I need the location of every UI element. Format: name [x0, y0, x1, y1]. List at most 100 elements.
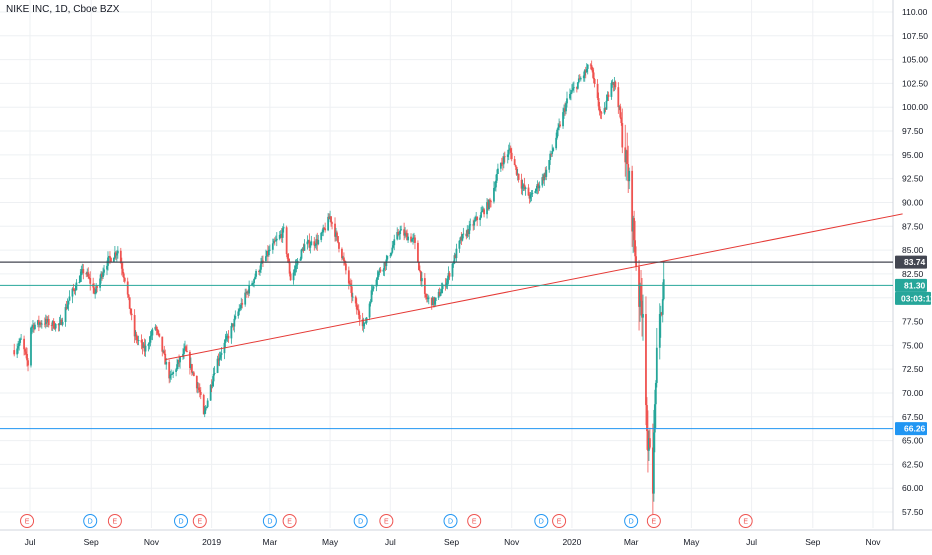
candle-body	[495, 180, 497, 188]
candle-body	[168, 362, 171, 379]
dividend-marker[interactable]	[83, 514, 98, 528]
x-tick-label: Mar	[263, 537, 278, 547]
candle-body	[612, 82, 615, 85]
candle-body	[475, 216, 478, 220]
candle-body	[392, 245, 395, 248]
candle-body	[303, 244, 306, 251]
candle-body	[592, 72, 595, 80]
candle-body	[61, 321, 64, 325]
candle-body	[110, 258, 112, 262]
candle-body	[171, 374, 174, 375]
candle-body	[260, 263, 262, 270]
candle-body	[253, 279, 255, 283]
candle-body	[369, 301, 372, 304]
earnings-marker[interactable]	[107, 514, 122, 528]
candle-body	[347, 270, 350, 284]
candle-body	[597, 98, 600, 107]
candle-body	[251, 283, 254, 285]
earnings-marker[interactable]	[646, 514, 661, 528]
candle-body	[404, 232, 407, 236]
candle-body	[191, 372, 194, 374]
earnings-marker[interactable]	[379, 514, 394, 528]
candle-body	[396, 232, 399, 240]
candle-body	[293, 269, 296, 273]
candle-body	[433, 300, 436, 305]
earnings-marker[interactable]	[20, 514, 35, 528]
candle-body	[516, 173, 519, 175]
candle-body	[115, 253, 118, 256]
candle-body	[306, 241, 309, 245]
dividend-marker[interactable]	[262, 514, 277, 528]
candle-body	[607, 94, 610, 97]
candle-body	[183, 348, 185, 354]
candle-body	[336, 232, 338, 237]
countdown-tag	[895, 291, 931, 305]
candle-body	[156, 329, 159, 331]
candle-body	[37, 320, 40, 325]
event-label: D	[178, 519, 183, 526]
candle-body	[508, 148, 511, 150]
event-label: D	[539, 519, 544, 526]
candle-body	[19, 339, 22, 343]
candle-body	[453, 255, 456, 264]
earnings-marker[interactable]	[282, 514, 297, 528]
candle-body	[458, 240, 461, 249]
candle-body	[611, 82, 614, 84]
y-tick-label: 97.50	[902, 126, 924, 136]
candle-body	[598, 106, 601, 112]
candle-body	[578, 78, 581, 80]
candle-body	[660, 312, 663, 315]
candle-body	[307, 240, 310, 242]
candle-body	[302, 248, 305, 251]
candle-body	[550, 153, 553, 155]
candle-body	[197, 387, 200, 391]
candle-body	[177, 359, 179, 365]
candle-body	[184, 346, 186, 349]
candle-body	[430, 297, 433, 306]
candle-body	[521, 185, 524, 189]
candle-body	[403, 229, 406, 236]
candle-body	[440, 289, 443, 294]
event-label: E	[472, 519, 477, 526]
candle-body	[425, 297, 428, 299]
candle-body	[559, 124, 561, 127]
candle-body	[209, 385, 212, 401]
earnings-marker[interactable]	[467, 514, 482, 528]
candle-body	[99, 278, 101, 288]
candle-body	[437, 291, 440, 298]
dividend-marker[interactable]	[174, 514, 189, 528]
candle-body	[199, 391, 202, 395]
price-tag-label: 81.30	[904, 280, 926, 290]
candle-body	[267, 249, 270, 256]
earnings-marker[interactable]	[192, 514, 207, 528]
dividend-marker[interactable]	[353, 514, 368, 528]
candle-body	[224, 339, 227, 343]
dividend-marker[interactable]	[443, 514, 458, 528]
earnings-marker[interactable]	[552, 514, 567, 528]
earnings-marker[interactable]	[738, 514, 753, 528]
candle-body	[328, 216, 330, 220]
dividend-marker[interactable]	[624, 514, 639, 528]
candle-body	[216, 358, 219, 373]
candle-body	[544, 173, 547, 177]
candle-body	[634, 240, 637, 257]
candle-body	[462, 233, 465, 235]
candle-body	[295, 264, 298, 266]
candle-body	[262, 260, 264, 262]
candle-body	[467, 229, 470, 234]
candle-body	[150, 335, 153, 337]
trendline[interactable]	[165, 213, 903, 361]
event-label: E	[743, 519, 748, 526]
candle-body	[232, 323, 235, 327]
candle-body	[254, 276, 256, 280]
dividend-marker[interactable]	[534, 514, 549, 528]
candle-body	[66, 304, 69, 309]
candle-body	[287, 258, 290, 263]
candle-body	[58, 322, 61, 326]
candle-body	[292, 272, 295, 281]
y-tick-label: 105.00	[902, 55, 928, 65]
x-tick-label: May	[322, 537, 339, 547]
